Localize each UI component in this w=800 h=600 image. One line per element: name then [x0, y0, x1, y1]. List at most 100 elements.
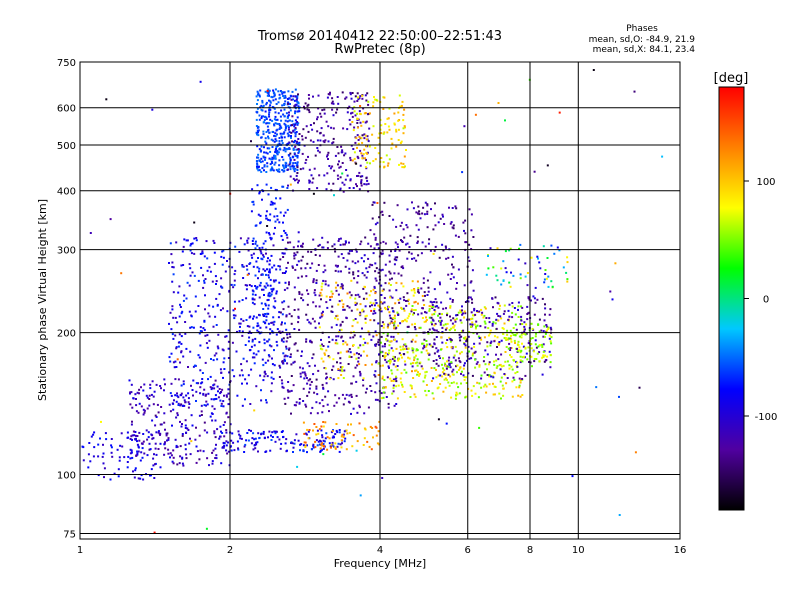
- scatter-point: [253, 303, 256, 306]
- scatter-point: [415, 334, 418, 337]
- scatter-point: [271, 167, 274, 170]
- scatter-point: [270, 390, 273, 393]
- scatter-point: [304, 446, 307, 448]
- scatter-point: [296, 100, 298, 103]
- scatter-point: [353, 334, 356, 337]
- scatter-point: [256, 165, 258, 168]
- scatter-point: [294, 112, 296, 115]
- scatter-point: [458, 333, 461, 336]
- colorbar: [718, 86, 745, 511]
- scatter-point: [211, 460, 214, 463]
- scatter-point: [220, 462, 223, 465]
- scatter-point: [252, 317, 254, 320]
- scatter-point: [254, 447, 257, 450]
- scatter-point: [470, 326, 472, 328]
- scatter-point: [318, 305, 321, 308]
- scatter-point: [356, 175, 358, 177]
- scatter-point: [307, 379, 310, 382]
- scatter-point: [442, 215, 444, 218]
- scatter-point: [268, 233, 271, 236]
- scatter-point: [340, 253, 343, 256]
- scatter-point: [550, 280, 553, 283]
- scatter-point: [503, 310, 506, 313]
- scatter-point: [449, 315, 451, 318]
- scatter-point: [236, 440, 239, 443]
- scatter-point: [451, 207, 454, 209]
- scatter-point: [274, 138, 277, 141]
- scatter-point: [317, 244, 320, 247]
- scatter-point: [241, 334, 244, 337]
- scatter-point: [159, 423, 162, 426]
- scatter-point: [233, 279, 236, 282]
- scatter-point: [149, 448, 152, 451]
- scatter-point: [308, 429, 311, 431]
- scatter-point: [256, 129, 259, 132]
- scatter-point: [343, 430, 346, 433]
- scatter-point: [209, 415, 212, 418]
- scatter-point: [457, 311, 460, 314]
- scatter-point: [239, 325, 241, 328]
- scatter-point: [447, 273, 450, 276]
- scatter-point: [430, 380, 433, 382]
- scatter-point: [365, 292, 368, 295]
- scatter-point: [514, 334, 517, 337]
- scatter-point: [276, 436, 279, 439]
- scatter-point: [292, 361, 295, 364]
- scatter-point: [109, 218, 112, 221]
- scatter-point: [274, 149, 277, 152]
- scatter-point: [517, 258, 520, 261]
- scatter-point: [268, 94, 270, 97]
- scatter-point: [399, 105, 402, 108]
- scatter-point: [287, 154, 290, 156]
- scatter-point: [261, 189, 264, 192]
- scatter-point: [175, 241, 178, 244]
- scatter-point: [169, 242, 172, 245]
- scatter-point: [364, 121, 367, 124]
- scatter-point: [213, 354, 216, 357]
- scatter-point: [355, 352, 358, 355]
- scatter-point: [442, 307, 445, 310]
- scatter-point: [338, 166, 341, 169]
- scatter-point: [541, 346, 544, 348]
- scatter-point: [507, 337, 510, 340]
- scatter-point: [445, 367, 448, 370]
- scatter-point: [356, 321, 359, 324]
- scatter-point: [518, 349, 521, 352]
- scatter-point: [228, 265, 231, 268]
- scatter-point: [212, 384, 215, 387]
- scatter-point: [393, 320, 396, 323]
- scatter-point: [247, 272, 250, 275]
- scatter-point: [265, 122, 268, 125]
- scatter-point: [380, 124, 383, 127]
- scatter-point: [444, 377, 447, 380]
- scatter-point: [358, 110, 361, 113]
- scatter-point: [542, 245, 545, 248]
- scatter-point: [321, 109, 324, 112]
- scatter-point: [380, 253, 383, 256]
- scatter-point: [248, 429, 251, 432]
- scatter-point: [180, 350, 183, 353]
- scatter-point: [271, 290, 274, 293]
- scatter-point: [253, 356, 256, 359]
- scatter-point: [222, 256, 225, 259]
- scatter-point: [215, 397, 218, 400]
- scatter-point: [333, 446, 336, 449]
- scatter-point: [384, 282, 387, 285]
- scatter-point: [498, 307, 501, 310]
- scatter-point: [363, 274, 366, 277]
- scatter-point: [543, 325, 546, 328]
- scatter-point: [452, 224, 455, 227]
- scatter-point: [433, 288, 436, 291]
- scatter-point: [97, 455, 100, 458]
- scatter-point: [536, 255, 539, 258]
- scatter-point: [470, 347, 473, 350]
- scatter-point: [247, 340, 250, 343]
- scatter-point: [449, 319, 452, 322]
- scatter-point: [275, 197, 277, 200]
- scatter-point: [271, 363, 274, 366]
- scatter-point: [396, 243, 399, 246]
- scatter-point: [318, 443, 321, 446]
- scatter-point: [341, 393, 344, 396]
- scatter-point: [257, 213, 260, 216]
- scatter-point: [228, 398, 231, 401]
